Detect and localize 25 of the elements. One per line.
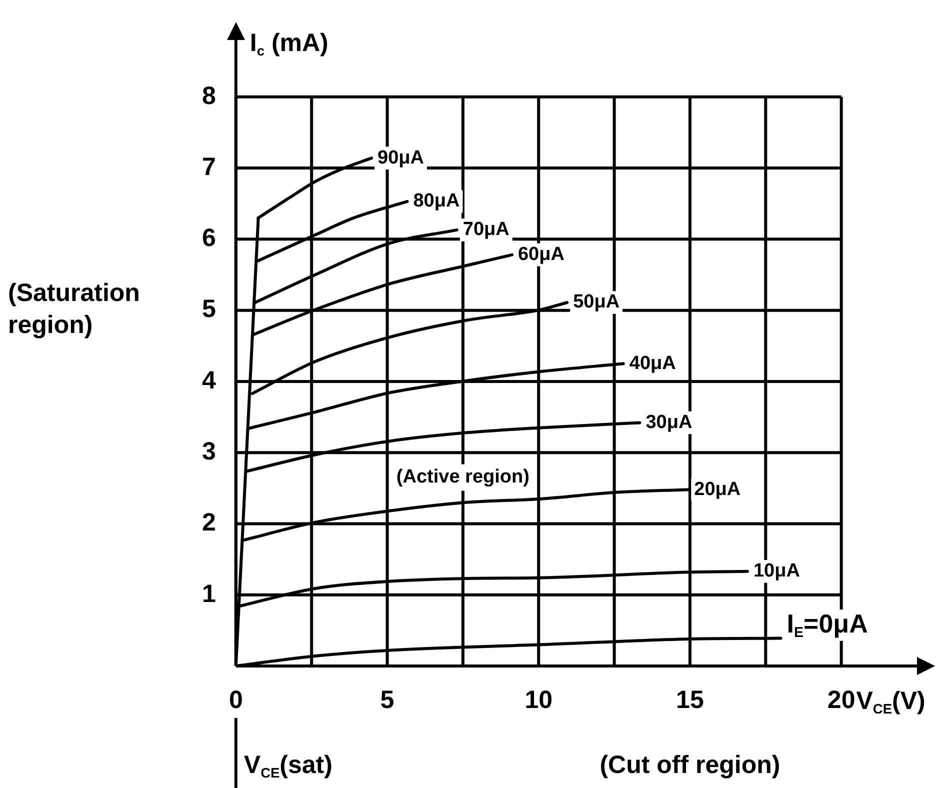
- x-tick-label: 5: [380, 686, 394, 714]
- y-tick-label: 3: [202, 437, 216, 466]
- text: (Cut off region): [600, 750, 780, 779]
- y-tick-label: 2: [202, 508, 216, 537]
- series-label: 50μA: [573, 292, 620, 313]
- series-label: 10μA: [753, 560, 800, 582]
- series-label: 90μA: [378, 147, 424, 168]
- x-tick-label: 0: [228, 686, 243, 714]
- y-tick-label: 6: [202, 224, 216, 252]
- y-tick-label: 8: [202, 82, 216, 110]
- x-tick-label: 15: [676, 686, 704, 714]
- x-tick-label: 20: [827, 686, 856, 714]
- y-tick-label: 5: [202, 295, 216, 324]
- series-label: 80μA: [413, 190, 460, 212]
- annotation: (Active region): [396, 466, 530, 488]
- y-tick-label: 7: [202, 152, 216, 181]
- series-label: 30μA: [646, 412, 692, 433]
- series-label: 60μA: [518, 244, 565, 266]
- series-label: 20μA: [694, 478, 741, 500]
- series-label: 40μA: [629, 352, 676, 374]
- series-label: 70μA: [462, 219, 510, 240]
- y-tick-label: 1: [202, 580, 216, 608]
- y-tick-label: 4: [202, 366, 216, 394]
- x-tick-label: 10: [524, 686, 553, 714]
- text: (Saturation region): [8, 279, 140, 340]
